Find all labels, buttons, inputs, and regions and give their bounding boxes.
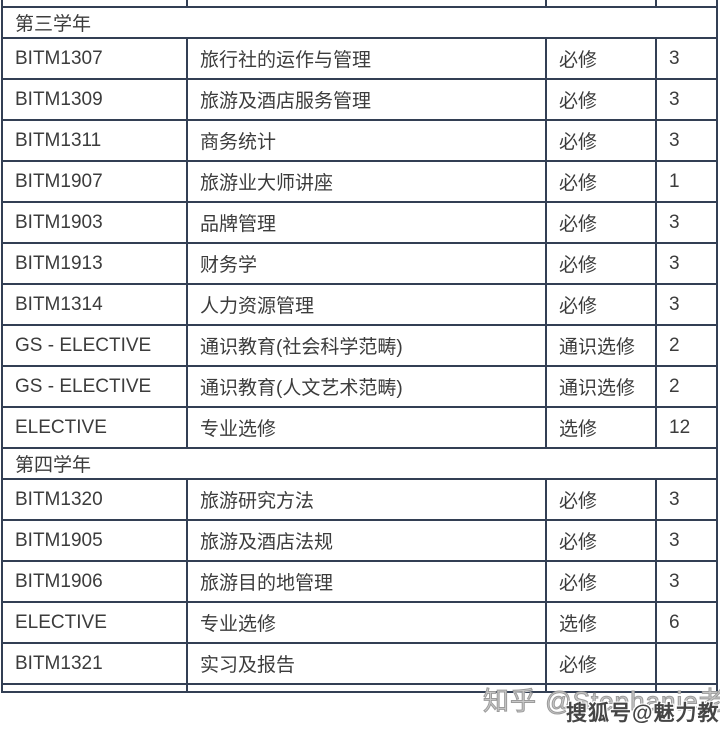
course-category-cell: 通识选修 <box>545 324 657 367</box>
course-code-cell: BITM1907 <box>1 160 188 203</box>
course-category-cell: 必修 <box>545 78 657 121</box>
course-credits-cell: 3 <box>655 37 718 80</box>
course-credits-cell: 3 <box>655 119 718 162</box>
course-title-cell: 旅游业大师讲座 <box>186 160 547 203</box>
course-credits-cell: 3 <box>655 78 718 121</box>
course-credits-cell: 3 <box>655 560 718 603</box>
course-category-cell: 选修 <box>545 406 657 449</box>
course-category-cell: 必修 <box>545 642 657 685</box>
partial-cell <box>186 0 547 8</box>
course-credits-cell: 2 <box>655 365 718 408</box>
course-row: ELECTIVE 专业选修 选修 6 <box>1 601 718 644</box>
partial-cell <box>655 0 718 8</box>
course-title-cell: 通识教育(社会科学范畴) <box>186 324 547 367</box>
course-credits-cell: 6 <box>655 601 718 644</box>
section-row: 第四学年 <box>1 447 718 480</box>
course-row: GS - ELECTIVE 通识教育(社会科学范畴) 通识选修 2 <box>1 324 718 367</box>
course-row: BITM1906 旅游目的地管理 必修 3 <box>1 560 718 603</box>
course-title-cell: 人力资源管理 <box>186 283 547 326</box>
course-category-cell: 通识选修 <box>545 365 657 408</box>
partial-row <box>1 0 718 8</box>
course-credits-cell: 2 <box>655 324 718 367</box>
course-title-cell: 财务学 <box>186 242 547 285</box>
course-row: BITM1913 财务学 必修 3 <box>1 242 718 285</box>
course-credits-cell: 12 <box>655 406 718 449</box>
course-code-cell: BITM1913 <box>1 242 188 285</box>
course-credits-cell: 3 <box>655 478 718 521</box>
souhu-watermark: 搜狐号@魅力教育 <box>566 702 720 725</box>
course-row: BITM1321 实习及报告 必修 <box>1 642 718 685</box>
course-title-cell: 商务统计 <box>186 119 547 162</box>
course-row: BITM1309 旅游及酒店服务管理 必修 3 <box>1 78 718 121</box>
course-code-cell: BITM1314 <box>1 283 188 326</box>
course-title-cell: 旅游目的地管理 <box>186 560 547 603</box>
partial-cell <box>545 683 657 693</box>
course-credits-cell: 1 <box>655 160 718 203</box>
course-code-cell: BITM1906 <box>1 560 188 603</box>
course-title-cell: 专业选修 <box>186 406 547 449</box>
course-credits-cell: 3 <box>655 242 718 285</box>
course-code-cell: ELECTIVE <box>1 406 188 449</box>
course-code-cell: GS - ELECTIVE <box>1 324 188 367</box>
course-code-cell: GS - ELECTIVE <box>1 365 188 408</box>
course-row: BITM1907 旅游业大师讲座 必修 1 <box>1 160 718 203</box>
course-title-cell: 实习及报告 <box>186 642 547 685</box>
course-category-cell: 必修 <box>545 201 657 244</box>
course-category-cell: 必修 <box>545 283 657 326</box>
partial-cell <box>545 0 657 8</box>
course-row: BITM1903 品牌管理 必修 3 <box>1 201 718 244</box>
partial-cell <box>1 0 188 8</box>
course-title-cell: 旅游研究方法 <box>186 478 547 521</box>
course-code-cell: BITM1321 <box>1 642 188 685</box>
course-credits-cell: 3 <box>655 201 718 244</box>
course-category-cell: 必修 <box>545 37 657 80</box>
course-row: BITM1320 旅游研究方法 必修 3 <box>1 478 718 521</box>
partial-cell <box>186 683 547 693</box>
course-credits-cell: 3 <box>655 519 718 562</box>
course-row: BITM1311 商务统计 必修 3 <box>1 119 718 162</box>
course-category-cell: 必修 <box>545 160 657 203</box>
course-category-cell: 必修 <box>545 519 657 562</box>
course-code-cell: BITM1903 <box>1 201 188 244</box>
course-title-cell: 专业选修 <box>186 601 547 644</box>
partial-row <box>1 683 718 693</box>
section-label: 第三学年 <box>1 6 718 39</box>
section-label: 第四学年 <box>1 447 718 480</box>
course-code-cell: BITM1320 <box>1 478 188 521</box>
course-row: BITM1307 旅行社的运作与管理 必修 3 <box>1 37 718 80</box>
course-code-cell: BITM1309 <box>1 78 188 121</box>
course-credits-cell <box>655 642 718 685</box>
course-title-cell: 旅行社的运作与管理 <box>186 37 547 80</box>
course-category-cell: 必修 <box>545 242 657 285</box>
course-code-cell: ELECTIVE <box>1 601 188 644</box>
course-row: BITM1314 人力资源管理 必修 3 <box>1 283 718 326</box>
course-category-cell: 必修 <box>545 119 657 162</box>
course-code-cell: BITM1307 <box>1 37 188 80</box>
course-title-cell: 品牌管理 <box>186 201 547 244</box>
partial-cell <box>655 683 718 693</box>
course-row: BITM1905 旅游及酒店法规 必修 3 <box>1 519 718 562</box>
partial-cell <box>1 683 188 693</box>
course-code-cell: BITM1311 <box>1 119 188 162</box>
course-title-cell: 旅游及酒店服务管理 <box>186 78 547 121</box>
course-title-cell: 通识教育(人文艺术范畴) <box>186 365 547 408</box>
course-code-cell: BITM1905 <box>1 519 188 562</box>
course-credits-cell: 3 <box>655 283 718 326</box>
curriculum-table-body: 第三学年 BITM1307 旅行社的运作与管理 必修 3 BITM1309 旅游… <box>1 0 718 693</box>
course-category-cell: 必修 <box>545 478 657 521</box>
course-category-cell: 选修 <box>545 601 657 644</box>
course-title-cell: 旅游及酒店法规 <box>186 519 547 562</box>
course-row: ELECTIVE 专业选修 选修 12 <box>1 406 718 449</box>
course-row: GS - ELECTIVE 通识教育(人文艺术范畴) 通识选修 2 <box>1 365 718 408</box>
course-category-cell: 必修 <box>545 560 657 603</box>
section-row: 第三学年 <box>1 6 718 39</box>
curriculum-table: 第三学年 BITM1307 旅行社的运作与管理 必修 3 BITM1309 旅游… <box>1 0 718 693</box>
